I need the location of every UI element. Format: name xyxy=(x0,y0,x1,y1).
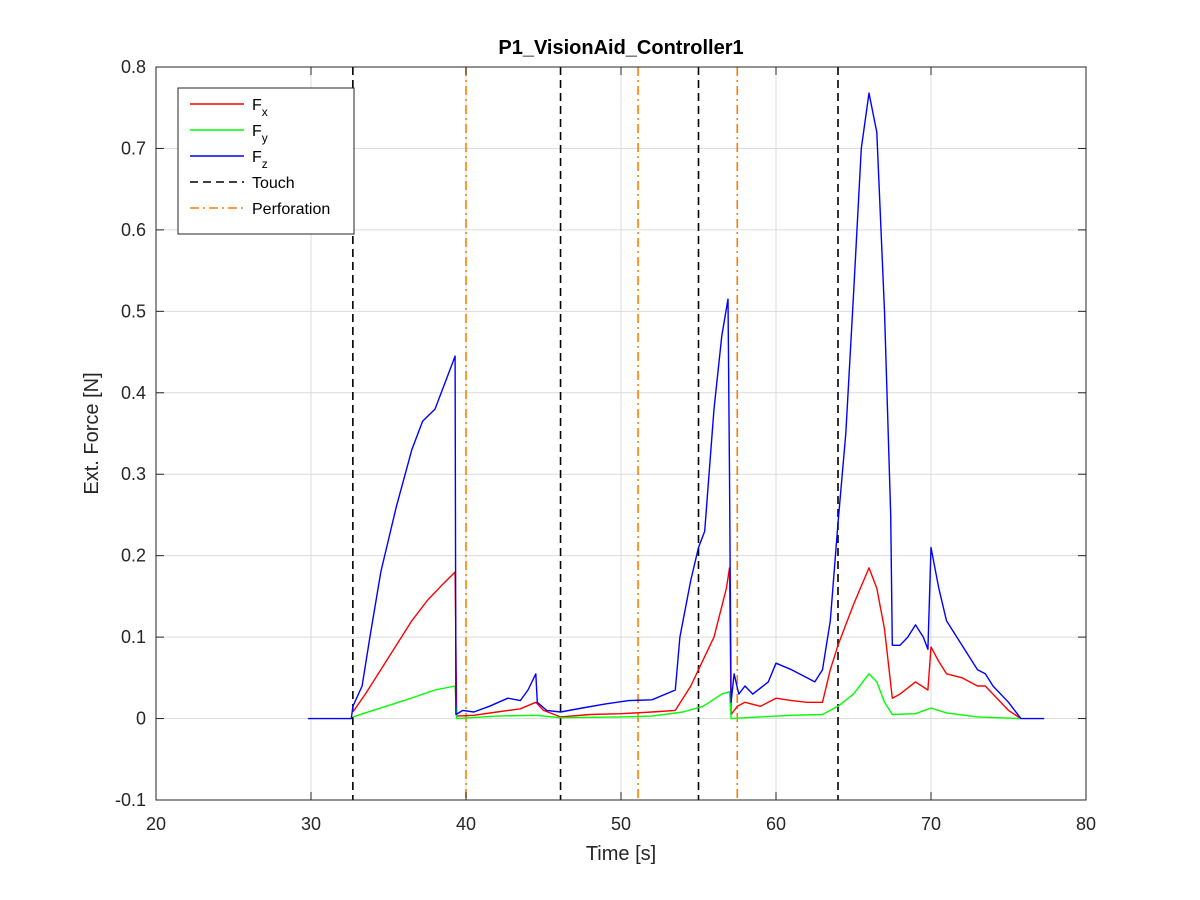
y-tick-label: 0.3 xyxy=(121,464,146,484)
x-tick-label: 30 xyxy=(301,814,321,834)
y-tick-label: 0.2 xyxy=(121,546,146,566)
y-tick-label: 0 xyxy=(136,709,146,729)
x-axis-label: Time [s] xyxy=(586,843,656,865)
y-tick-label: -0.1 xyxy=(115,790,146,810)
x-tick-label: 60 xyxy=(766,814,786,834)
chart-title: P1_VisionAid_Controller1 xyxy=(498,37,743,59)
legend-label-subscript: y xyxy=(262,131,268,145)
x-tick-label: 70 xyxy=(921,814,941,834)
legend-label-subscript: x xyxy=(262,105,268,119)
y-tick-label: 0.7 xyxy=(121,138,146,158)
series-lines xyxy=(307,92,1045,720)
y-tick-label: 0.6 xyxy=(121,220,146,240)
y-tick-label: 0.1 xyxy=(121,627,146,647)
x-tick-label: 40 xyxy=(456,814,476,834)
legend-label-subscript: z xyxy=(262,157,268,171)
series-line-fz xyxy=(307,92,1045,720)
legend-label: Perforation xyxy=(252,201,330,218)
y-tick-label: 0.8 xyxy=(121,57,146,77)
legend-box xyxy=(177,87,355,235)
y-tick-label: 0.4 xyxy=(121,383,146,403)
x-tick-label: 50 xyxy=(611,814,631,834)
y-axis-label: Ext. Force [N] xyxy=(81,372,103,494)
ticks: 20 30 40 50 60 70 80 -0.1 0 0.1 0.2 0.3 0.4 0.5 0.6 0.7… xyxy=(115,57,1096,834)
series-line-fx xyxy=(352,567,1022,720)
x-tick-label: 80 xyxy=(1076,814,1096,834)
legend-label: Touch xyxy=(252,175,295,192)
y-tick-label: 0.5 xyxy=(121,301,146,321)
x-tick-label: 20 xyxy=(146,814,166,834)
